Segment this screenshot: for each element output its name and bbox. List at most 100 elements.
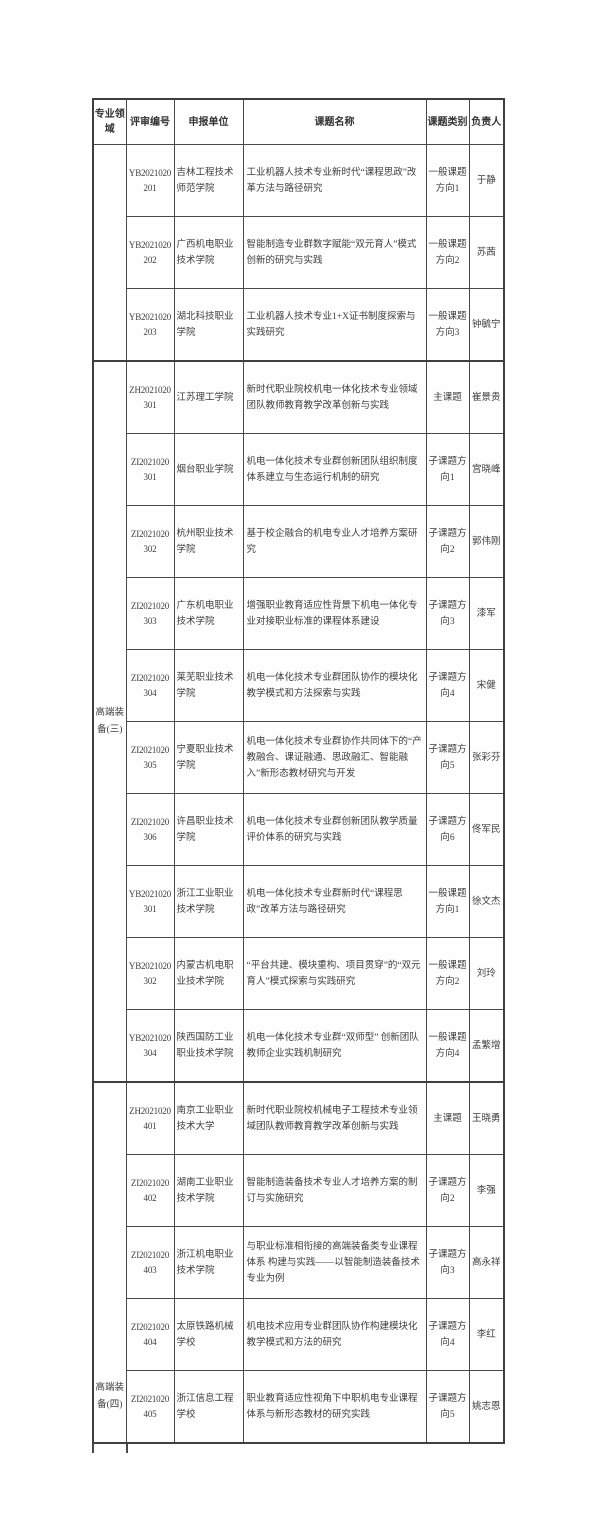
project-leader: 崔景贵: [468, 360, 505, 434]
applicant-unit: 烟台职业学院: [173, 433, 244, 506]
project-leader: 宫晓峰: [468, 433, 505, 506]
project-title: 职业教育适应性视角下中职机电专业课程体系与新形态教材的研究实践: [242, 1370, 427, 1444]
table-header-row: 专业领域 评审编号 申报单位 课题名称 课题类别 负责人: [92, 98, 505, 145]
column-header-title: 课题名称: [242, 98, 427, 145]
field-group-cell: [92, 144, 127, 362]
project-leader: 高永祥: [468, 1226, 505, 1299]
project-title: 机电技术应用专业群团队协作构建模块化教学模式和方法的研究: [242, 1298, 427, 1371]
table-row: ZI2021020 305 宁夏职业技术学院 机电一体化技术专业群协作共同体下的“产教…: [93, 721, 505, 794]
applicant-unit: 莱芜职业技术学院: [173, 649, 244, 722]
project-leader: 王晓勇: [468, 1081, 505, 1155]
applicant-unit: 浙江信息工程学校: [173, 1370, 244, 1444]
project-title: 工业机器人技术专业新时代“课程思政”改革方法与路径研究: [242, 144, 427, 217]
project-category: 一般课题方向3: [425, 288, 470, 362]
review-code: ZH2021020 401: [125, 1081, 175, 1155]
project-leader: 张彩芬: [468, 721, 505, 794]
applicant-unit: 江苏理工学院: [173, 360, 244, 434]
table-row: ZI2021020 302 杭州职业技术学院 基于校企融合的机电专业人才培养方案研究子…: [93, 505, 505, 578]
project-title: 新时代职业院校机械电子工程技术专业领域团队教师教育教学改革创新与实践: [242, 1081, 427, 1155]
project-category: 子课题方向3: [425, 577, 470, 650]
table-row: YB2021020 203 湖北科技职业学院 工业机器人技术专业1+X证书制度探索与实…: [93, 288, 505, 362]
project-title: 机电一体化技术专业群协作共同体下的“产教融合、课证融通、思政融汇、智能融入”新形…: [242, 721, 427, 794]
project-leader: 漆军: [468, 577, 505, 650]
review-code: ZI2021020 306: [125, 793, 175, 866]
applicant-unit: 杭州职业技术学院: [173, 505, 244, 578]
project-category: 子课题方向5: [425, 721, 470, 794]
review-code: YB2021020 203: [125, 288, 175, 362]
review-code: ZI2021020 303: [125, 577, 175, 650]
applicant-unit: 吉林工程技术师范学院: [173, 144, 244, 217]
review-code: ZI2021020 404: [125, 1298, 175, 1371]
project-leader: 李红: [468, 1298, 505, 1371]
table-row: YB2021020 302 内蒙古机电职业技术学院 “平台共建、模块重构、项目贯穿”的…: [93, 937, 505, 1010]
review-code: YB2021020 301: [125, 865, 175, 938]
project-leader: 郭伟刚: [468, 505, 505, 578]
applicant-unit: 广东机电职业技术学院: [173, 577, 244, 650]
project-leader: 孟繁增: [468, 1009, 505, 1083]
project-category: 子课题方向4: [425, 1298, 470, 1371]
review-code: YB2021020 302: [125, 937, 175, 1010]
table-row: ZI2021020 405 浙江信息工程学校 职业教育适应性视角下中职机电专业课程体系…: [93, 1370, 505, 1444]
applicant-unit: 浙江机电职业技术学院: [173, 1226, 244, 1299]
applicant-unit: 湖南工业职业技术学院: [173, 1154, 244, 1227]
project-leader: 刘玲: [468, 937, 505, 1010]
project-title: 基于校企融合的机电专业人才培养方案研究: [242, 505, 427, 578]
project-category: 一般课题方向1: [425, 865, 470, 938]
project-category: 主课题: [425, 1081, 470, 1155]
project-category: 子课题方向3: [425, 1226, 470, 1299]
project-title: 工业机器人技术专业1+X证书制度探索与实践研究: [242, 288, 427, 362]
project-category: 子课题方向4: [425, 649, 470, 722]
review-code: YB2021020 201: [125, 144, 175, 217]
applicant-unit: 浙江工业职业技术学院: [173, 865, 244, 938]
table-row: YB2021020 304 陕西国防工业职业技术学院 机电一体化技术专业群“双师型” …: [93, 1009, 505, 1083]
project-leader: 李强: [468, 1154, 505, 1227]
project-category: 子课题方向2: [425, 505, 470, 578]
project-leader: 宋健: [468, 649, 505, 722]
table-body: YB2021020 201 吉林工程技术师范学院 工业机器人技术专业新时代“课程思政”…: [92, 144, 505, 1444]
project-leader: 于静: [468, 144, 505, 217]
project-leader: 钟毓宁: [468, 288, 505, 362]
table-row: ZI2021020 301 烟台职业学院 机电一体化技术专业群创新团队组织制度体系建立…: [93, 433, 505, 506]
project-leader: 徐文杰: [468, 865, 505, 938]
table-row: ZI2021020 404 太原铁路机械学校 机电技术应用专业群团队协作构建模块化教学…: [93, 1298, 505, 1371]
project-title: 机电一体化技术专业群创新团队组织制度体系建立与生态运行机制的研究: [242, 433, 427, 506]
project-title: 机电一体化技术专业群创新团队教学质量评价体系的研究与实践: [242, 793, 427, 866]
review-code: ZI2021020 403: [125, 1226, 175, 1299]
project-category: 子课题方向6: [425, 793, 470, 866]
review-code: YB2021020 304: [125, 1009, 175, 1083]
table-row: ZI2021020 303 广东机电职业技术学院 增强职业教育适应性背景下机电一体化专…: [93, 577, 505, 650]
project-category: 子课题方向1: [425, 433, 470, 506]
project-title: 智能制造装备技术专业人才培养方案的制订与实施研究: [242, 1154, 427, 1227]
field-group-cell: 高端装备(四): [92, 1081, 127, 1444]
continuation-stub-left: [92, 1444, 94, 1453]
column-header-field: 专业领域: [92, 98, 127, 145]
project-title: 新时代职业院校机电一体化技术专业领域团队教师教育教学改革创新与实践: [242, 360, 427, 434]
table-row: YB2021020 201 吉林工程技术师范学院 工业机器人技术专业新时代“课程思政”…: [92, 144, 505, 362]
column-header-code: 评审编号: [125, 98, 175, 145]
project-leader: 苏茜: [468, 216, 505, 289]
column-header-category: 课题类别: [425, 98, 470, 145]
project-leader: 佟军民: [468, 793, 505, 866]
applicant-unit: 广西机电职业技术学院: [173, 216, 244, 289]
review-code: ZI2021020 402: [125, 1154, 175, 1227]
applicant-unit: 太原铁路机械学校: [173, 1298, 244, 1371]
project-title: 增强职业教育适应性背景下机电一体化专业对接职业标准的课程体系建设: [242, 577, 427, 650]
table-row: 高端装备(三) ZH2021020 301 江苏理工学院 新时代职业院校机电一体化技术专…: [92, 360, 505, 1083]
table-row: ZI2021020 304 莱芜职业技术学院 机电一体化技术专业群团队协作的模块化教学…: [93, 649, 505, 722]
project-category: 一般课题方向2: [425, 937, 470, 1010]
project-title: “平台共建、模块重构、项目贯穿”的“双元育人”模式探索与实践研究: [242, 937, 427, 1010]
applicant-unit: 南京工业职业技术大学: [173, 1081, 244, 1155]
project-category: 子课题方向5: [425, 1370, 470, 1444]
applicant-unit: 陕西国防工业职业技术学院: [173, 1009, 244, 1083]
applicant-unit: 宁夏职业技术学院: [173, 721, 244, 794]
project-category: 主课题: [425, 360, 470, 434]
project-title: 机电一体化技术专业群团队协作的模块化教学模式和方法探索与实践: [242, 649, 427, 722]
project-title: 智能制造专业群数字赋能“双元育人”模式创新的研究与实践: [242, 216, 427, 289]
table-row: ZI2021020 403 浙江机电职业技术学院 与职业标准相衔接的高端装备类专业课程…: [93, 1226, 505, 1299]
review-code: YB2021020 202: [125, 216, 175, 289]
column-header-unit: 申报单位: [173, 98, 244, 145]
table-row: YB2021020 202 广西机电职业技术学院 智能制造专业群数字赋能“双元育人”模…: [93, 216, 505, 289]
project-title: 机电一体化技术专业群新时代“课程思政”改革方法与路径研究: [242, 865, 427, 938]
column-header-leader: 负责人: [468, 98, 505, 145]
